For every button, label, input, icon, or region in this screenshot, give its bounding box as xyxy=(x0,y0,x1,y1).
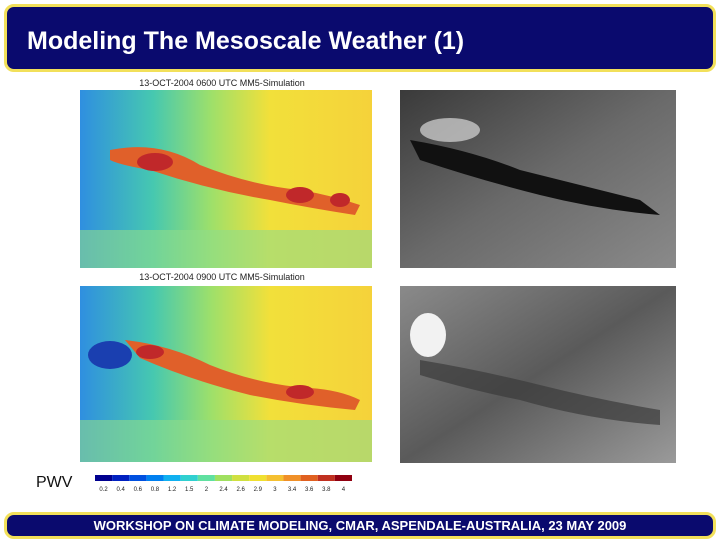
colorbar-tick-label: 0.4 xyxy=(117,487,126,493)
panel-title: 13-OCT-2004 0600 UTC MM5-Simulation xyxy=(139,78,305,88)
map-top xyxy=(80,90,372,268)
footer-bar: WORKSHOP ON CLIMATE MODELING, CMAR, ASPE… xyxy=(4,512,716,539)
colorbar-tick-label: 3 xyxy=(273,487,277,493)
slide-title: Modeling The Mesoscale Weather (1) xyxy=(27,27,465,55)
colorbar-segment xyxy=(146,475,164,481)
colorbar-tick-label: 0.6 xyxy=(134,487,143,493)
colorbar-segment xyxy=(300,475,318,481)
colorbar-label: PWV xyxy=(36,474,73,491)
title-bar: Modeling The Mesoscale Weather (1) xyxy=(4,4,716,72)
colorbar-segment xyxy=(197,475,215,481)
colorbar-tick-label: 3.4 xyxy=(288,487,297,493)
colorbar-segment xyxy=(334,475,352,481)
colorbar-tick-label: 2.9 xyxy=(254,487,263,493)
colorbar-segment xyxy=(317,475,335,481)
colorbar-tick-label: 1.5 xyxy=(185,487,194,493)
colorbar-segment xyxy=(249,475,267,481)
colorbar-segment xyxy=(283,475,301,481)
colorbar-segment xyxy=(214,475,233,481)
colorbar-tick-label: 1.2 xyxy=(168,487,177,493)
content: 13-OCT-2004 0600 UTC MM5-Simulation 13-O… xyxy=(36,78,676,493)
colorbar-tick-label: 3.8 xyxy=(322,487,331,493)
colorbar-segment xyxy=(129,475,147,481)
satellite-bottom xyxy=(400,286,676,463)
colorbar-tick-label: 3.6 xyxy=(305,487,314,493)
colorbar-tick-label: 4 xyxy=(342,487,346,493)
colorbar-tick-label: 0.2 xyxy=(99,487,108,493)
colorbar-tick-label: 2.4 xyxy=(219,487,228,493)
colorbar-tick-label: 2.6 xyxy=(236,487,245,493)
colorbar-segment xyxy=(163,475,181,481)
colorbar-segment xyxy=(95,475,113,481)
panel-title: 13-OCT-2004 0900 UTC MM5-Simulation xyxy=(139,272,305,282)
colorbar: 0.2 0.4 0.6 0.8 1.2 1.5 2 2.4 2.6 2.9 3 3.4 3.6 3.8 4 xyxy=(95,475,352,493)
colorbar-tick-label: 0.8 xyxy=(151,487,160,493)
colorbar-segment xyxy=(232,475,250,481)
map-bottom xyxy=(80,286,372,462)
colorbar-segment xyxy=(180,475,198,481)
colorbar-tick-label: 2 xyxy=(205,487,209,493)
satellite-top xyxy=(400,90,676,268)
colorbar-segment xyxy=(266,475,284,481)
colorbar-segment xyxy=(112,475,130,481)
footer-text: WORKSHOP ON CLIMATE MODELING, CMAR, ASPE… xyxy=(93,518,627,533)
